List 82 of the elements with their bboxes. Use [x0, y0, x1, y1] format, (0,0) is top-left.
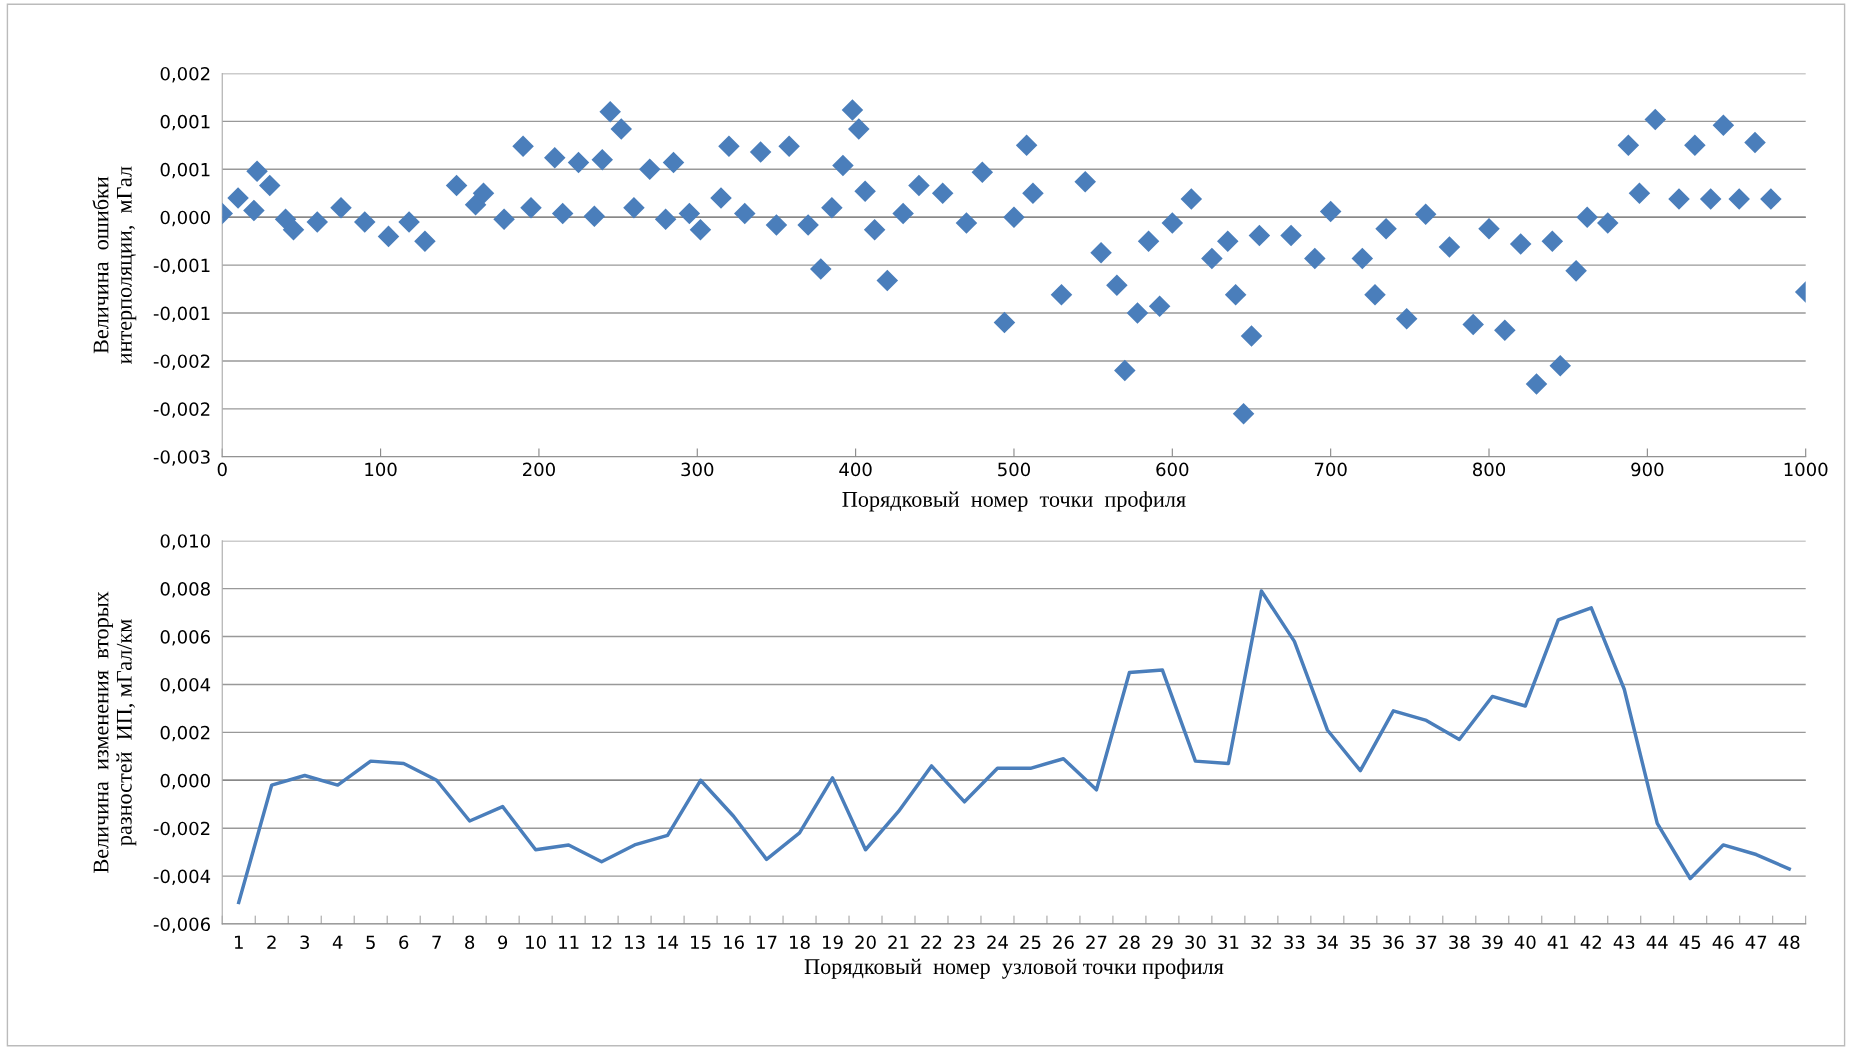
y-tick-label: 0,001 [160, 162, 210, 179]
x-tick-label: 25 [1020, 935, 1041, 950]
x-tick-label: 38 [1449, 935, 1470, 950]
x-tick-label: 22 [921, 935, 942, 949]
x-tick-label: 1 [234, 935, 243, 949]
y-tick-label: -0,002 [153, 821, 210, 838]
x-tick-label: 9 [498, 935, 508, 950]
y-tick-label: -0,004 [153, 869, 211, 886]
x-tick-label: 36 [1383, 935, 1404, 950]
x-tick-label: 18 [790, 935, 810, 950]
x-tick-label: 47 [1745, 935, 1767, 949]
y-tick-label: -0,003 [153, 450, 210, 466]
x-tick-label: 400 [839, 462, 872, 477]
y-axis-title: Величина ошибки интерполяции, мГал [92, 166, 137, 364]
x-tick-label: 1000 [1784, 462, 1828, 477]
y-tick-label: 0,002 [160, 66, 210, 83]
x-tick-label: 500 [998, 462, 1030, 477]
y-tick-label: -0,001 [153, 306, 210, 322]
x-tick-label: 39 [1482, 935, 1503, 950]
x-tick-label: 43 [1613, 935, 1635, 950]
x-tick-label: 8 [465, 935, 475, 950]
x-tick-label: 44 [1646, 935, 1668, 949]
x-tick-label: 29 [1152, 935, 1173, 950]
x-tick-label: 16 [724, 935, 744, 950]
x-tick-label: 300 [681, 462, 714, 477]
x-tick-label: 14 [658, 935, 679, 949]
x-tick-label: 13 [625, 935, 645, 950]
x-tick-label: 35 [1350, 935, 1371, 950]
x-tick-label: 45 [1679, 935, 1701, 950]
x-tick-label: 0 [217, 462, 227, 477]
y-tick-label: 0,001 [160, 114, 210, 131]
x-tick-label: 700 [1314, 462, 1347, 477]
x-tick-label: 41 [1547, 935, 1569, 949]
x-tick-label: 10 [526, 935, 546, 950]
x-tick-label: 26 [1053, 935, 1074, 950]
x-tick-label: 23 [954, 935, 975, 950]
x-tick-label: 48 [1778, 935, 1800, 950]
x-tick-label: 17 [757, 935, 777, 949]
x-tick-label: 42 [1580, 935, 1601, 949]
x-tick-label: 34 [1317, 935, 1338, 950]
x-tick-label: 800 [1473, 462, 1506, 477]
x-tick-label: 40 [1514, 935, 1536, 950]
y-tick-label: -0,002 [153, 402, 210, 418]
y-tick-label: 0,004 [160, 677, 211, 694]
y-tick-label: 0,000 [160, 773, 210, 790]
y-axis-title: Величина изменения вторых разностей ИП, мГал/км [93, 591, 137, 873]
x-tick-label: 4 [332, 935, 343, 949]
x-tick-label: 24 [987, 935, 1008, 949]
y-tick-label: -0,006 [153, 917, 210, 933]
y-tick-label: -0,001 [153, 258, 210, 275]
x-tick-label: 7 [432, 935, 441, 949]
x-tick-label: 5 [366, 935, 375, 950]
line-series [236, 589, 1791, 905]
x-tick-label: 12 [592, 935, 612, 949]
x-tick-label: 28 [1119, 935, 1140, 950]
x-tick-label: 100 [365, 462, 397, 477]
y-tick-label: 0,000 [160, 210, 210, 227]
x-tick-label: 11 [559, 935, 579, 949]
x-axis-title: Порядковый номер точки профиля [842, 491, 1186, 512]
x-tick-label: 27 [1086, 935, 1107, 949]
x-tick-label: 19 [823, 935, 843, 950]
x-axis-title: Порядковый номер узловой точки профиля [804, 958, 1224, 979]
x-tick-label: 2 [267, 935, 276, 949]
x-tick-label: 20 [855, 935, 876, 950]
x-tick-label: 21 [888, 935, 909, 949]
x-tick-label: 31 [1218, 935, 1239, 950]
x-tick-label: 15 [691, 935, 711, 950]
x-tick-label: 33 [1284, 935, 1305, 950]
y-tick-label: 0,006 [160, 630, 210, 646]
x-tick-label: 900 [1631, 462, 1664, 477]
x-tick-label: 46 [1712, 935, 1734, 950]
x-tick-label: 32 [1251, 935, 1272, 950]
x-tick-label: 6 [399, 935, 409, 950]
x-tick-label: 37 [1416, 935, 1437, 950]
x-tick-label: 3 [300, 935, 310, 950]
y-tick-label: -0,002 [153, 354, 210, 370]
x-tick-label: 600 [1156, 462, 1189, 477]
x-tick-label: 30 [1185, 935, 1206, 950]
x-tick-label: 200 [523, 462, 555, 477]
y-tick-label: 0,010 [160, 534, 210, 550]
y-tick-label: 0,008 [160, 582, 210, 598]
y-tick-label: 0,002 [160, 725, 210, 742]
